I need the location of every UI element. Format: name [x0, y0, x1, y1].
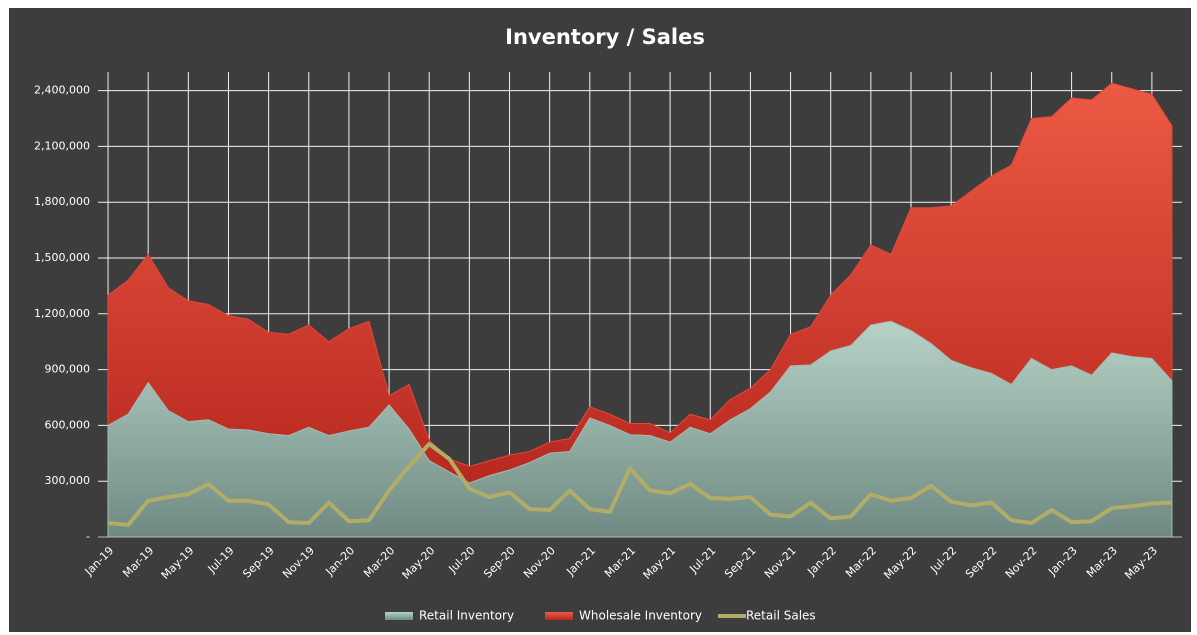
line	[107, 442, 1173, 527]
y-tick-label: 600,000	[45, 418, 91, 431]
legend-label: Retail Sales	[746, 609, 816, 623]
y-tick-label: 300,000	[45, 474, 91, 487]
y-tick-label: 1,200,000	[34, 307, 90, 320]
y-tick-label: 2,100,000	[34, 139, 90, 152]
chart-title: Inventory / Sales	[505, 25, 705, 49]
y-tick-label: 900,000	[45, 363, 91, 376]
y-tick-label: 1,800,000	[34, 195, 90, 208]
y-tick-label: 1,500,000	[34, 251, 90, 264]
legend-label: Wholesale Inventory	[579, 609, 702, 623]
legend-swatch	[385, 612, 413, 620]
y-tick-label: 2,400,000	[34, 84, 90, 97]
legend-label: Retail Inventory	[419, 609, 514, 623]
legend-swatch	[545, 612, 573, 620]
y-tick-label: -	[86, 530, 90, 543]
